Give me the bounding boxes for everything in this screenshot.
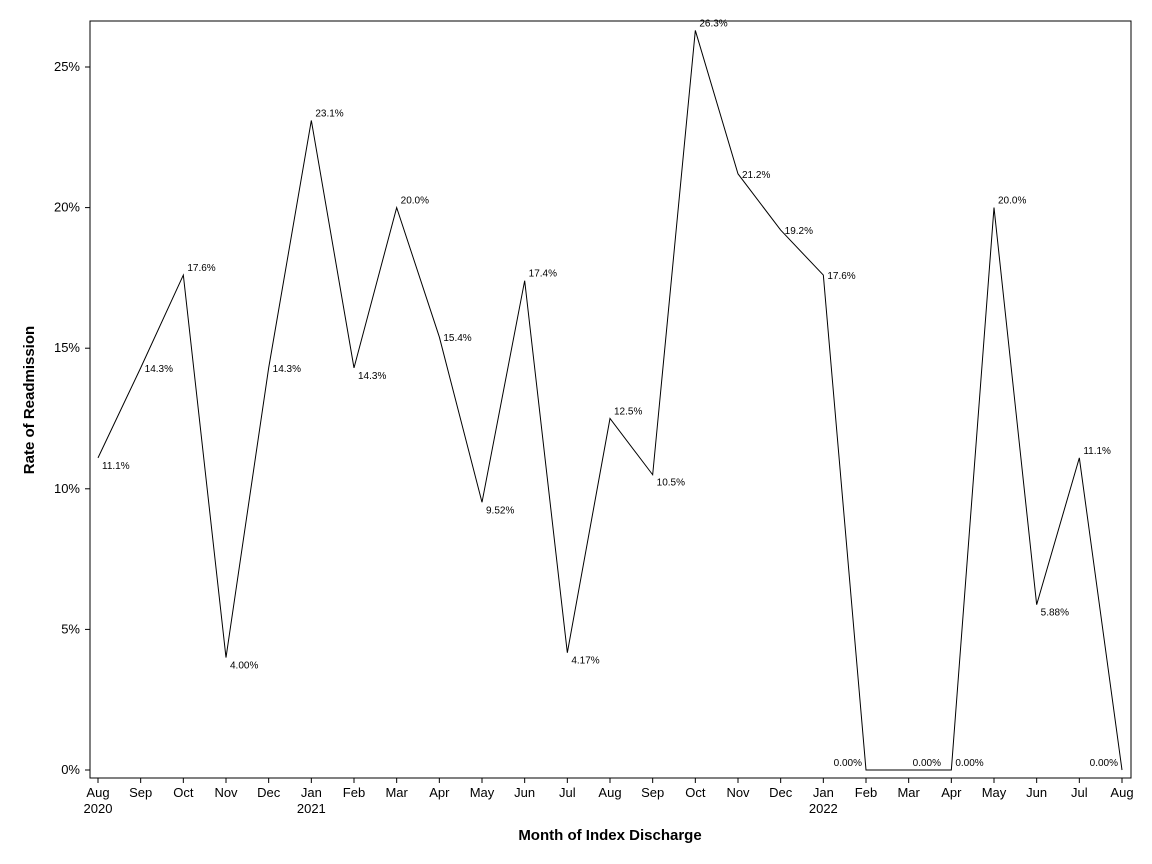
data-label: 4.00% xyxy=(230,661,258,672)
data-label: 23.1% xyxy=(315,108,343,119)
x-tick-label: Jun xyxy=(1026,785,1047,800)
data-label: 14.3% xyxy=(145,364,173,375)
x-tick-label: Jul xyxy=(559,785,576,800)
data-label: 17.6% xyxy=(827,271,855,282)
y-axis-title: Rate of Readmission xyxy=(21,326,38,474)
x-tick-label: Dec xyxy=(769,785,793,800)
x-tick-label: Jan xyxy=(813,785,834,800)
data-label: 9.52% xyxy=(486,505,514,516)
data-label: 4.17% xyxy=(571,656,599,667)
data-label: 15.4% xyxy=(443,333,471,344)
x-tick-label: Oct xyxy=(173,785,194,800)
data-label: 0.00% xyxy=(913,758,941,769)
data-label: 20.0% xyxy=(998,196,1026,207)
data-label: 17.4% xyxy=(529,269,557,280)
x-tick-label: May xyxy=(982,785,1007,800)
x-tick-label: Apr xyxy=(429,785,450,800)
y-tick-label: 20% xyxy=(54,200,80,215)
data-label: 12.5% xyxy=(614,407,642,418)
data-label: 20.0% xyxy=(401,196,429,207)
x-year-label: 2022 xyxy=(809,801,838,816)
data-label: 14.3% xyxy=(273,364,301,375)
data-label: 21.2% xyxy=(742,170,770,181)
data-label: 17.6% xyxy=(187,263,215,274)
x-year-label: 2021 xyxy=(297,801,326,816)
y-tick-label: 15% xyxy=(54,340,80,355)
data-label: 11.1% xyxy=(102,461,130,472)
x-tick-label: Jan xyxy=(301,785,322,800)
x-axis: Aug Sep Oct Nov Dec Jan Feb Mar Apr May Jun Jul Aug S… xyxy=(84,778,1134,816)
x-tick-label: Mar xyxy=(385,785,408,800)
x-tick-label: Nov xyxy=(214,785,238,800)
x-tick-label: Aug xyxy=(1110,785,1133,800)
x-tick-label: Sep xyxy=(641,785,664,800)
x-tick-label: May xyxy=(470,785,495,800)
data-label: 5.88% xyxy=(1041,608,1069,619)
x-tick-label: Dec xyxy=(257,785,281,800)
data-label: 14.3% xyxy=(358,371,386,382)
x-tick-label: Sep xyxy=(129,785,152,800)
x-tick-label: Jul xyxy=(1071,785,1088,800)
readmission-rate-line xyxy=(97,30,1123,771)
data-label: 0.00% xyxy=(834,758,862,769)
x-tick-label: Aug xyxy=(598,785,621,800)
x-tick-label: Jun xyxy=(514,785,535,800)
x-tick-label: Apr xyxy=(941,785,962,800)
data-label: 19.2% xyxy=(785,226,813,237)
y-tick-label: 10% xyxy=(54,481,80,496)
data-label: 11.1% xyxy=(1083,446,1111,457)
x-tick-label: Aug xyxy=(86,785,109,800)
data-labels: 11.1% 14.3% 17.6% 4.00% 14.3% 23.1% 14.3% 20.0%… xyxy=(102,18,1118,769)
x-year-label: 2020 xyxy=(84,801,113,816)
data-label: 26.3% xyxy=(699,18,727,29)
y-tick-label: 25% xyxy=(54,59,80,74)
y-tick-label: 5% xyxy=(61,621,80,636)
data-label: 0.00% xyxy=(1090,758,1118,769)
y-axis: 0% 5% 10% 15% 20% 25% xyxy=(54,59,90,777)
y-tick-label: 0% xyxy=(61,762,80,777)
x-tick-label: Oct xyxy=(685,785,706,800)
data-label: 10.5% xyxy=(657,478,685,489)
x-tick-label: Feb xyxy=(343,785,365,800)
x-tick-label: Mar xyxy=(897,785,920,800)
x-tick-label: Nov xyxy=(726,785,750,800)
data-label: 0.00% xyxy=(955,758,983,769)
x-tick-label: Feb xyxy=(855,785,877,800)
x-axis-title: Month of Index Discharge xyxy=(518,827,701,844)
